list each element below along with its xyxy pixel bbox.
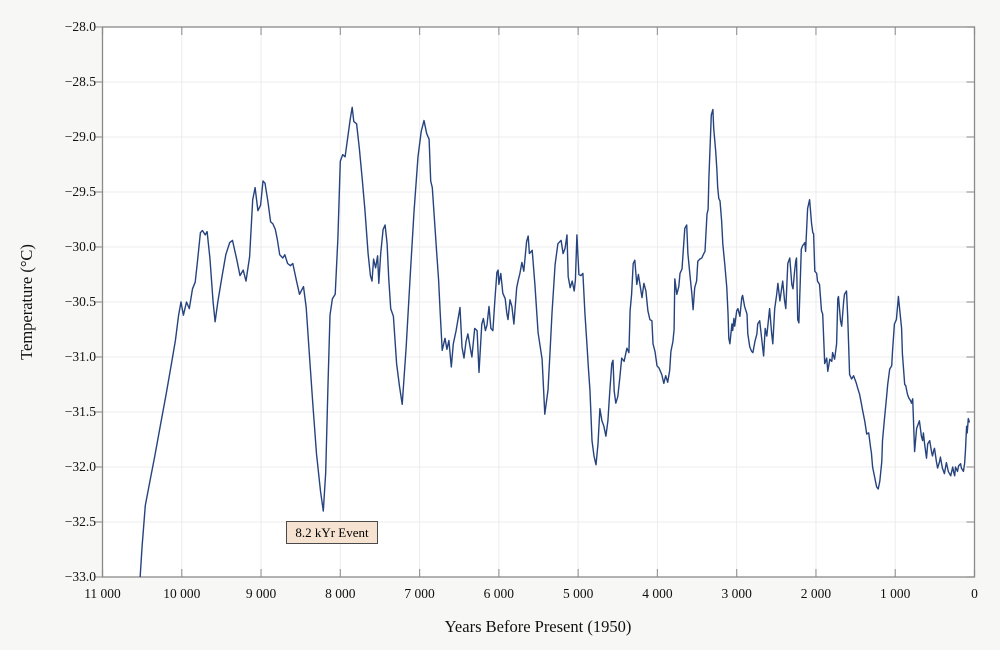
y-tick-label-1: −28.5 [64, 74, 96, 89]
x-tick-label-1: 10 000 [163, 586, 201, 601]
x-tick-label-0: 11 000 [84, 586, 121, 601]
x-tick-label-11: 0 [971, 586, 978, 601]
y-tick-label-7: −31.5 [64, 404, 96, 419]
x-tick-label-6: 5 000 [562, 586, 594, 601]
y-axis-title: Temperature (°C) [17, 244, 36, 360]
y-tick-label-6: −31.0 [64, 349, 96, 364]
x-tick-label-5: 6 000 [483, 586, 515, 601]
y-tick-label-8: −32.0 [64, 459, 96, 474]
y-tick-label-0: −28.0 [64, 19, 96, 34]
y-tick-label-9: −32.5 [64, 514, 96, 529]
x-tick-label-2: 9 000 [245, 586, 277, 601]
x-axis-title: Years Before Present (1950) [444, 617, 632, 636]
y-tick-label-2: −29.0 [64, 129, 96, 144]
temperature-line [139, 106, 970, 577]
x-tick-label-4: 7 000 [404, 586, 435, 601]
x-tick-label-9: 2 000 [800, 586, 832, 601]
x-tick-label-3: 8 000 [325, 586, 356, 601]
y-tick-label-3: −29.5 [64, 184, 96, 199]
x-tick-label-10: 1 000 [880, 586, 911, 601]
x-tick-label-7: 4 000 [642, 586, 673, 601]
plot-frame [101, 26, 976, 578]
y-tick-label-5: −30.5 [64, 294, 96, 309]
annotation-8-2-kyr-event: 8.2 kYr Event [286, 521, 378, 544]
x-tick-label-8: 3 000 [721, 586, 752, 601]
y-tick-label-4: −30.0 [64, 239, 96, 254]
y-tick-label-10: −33.0 [64, 569, 96, 584]
